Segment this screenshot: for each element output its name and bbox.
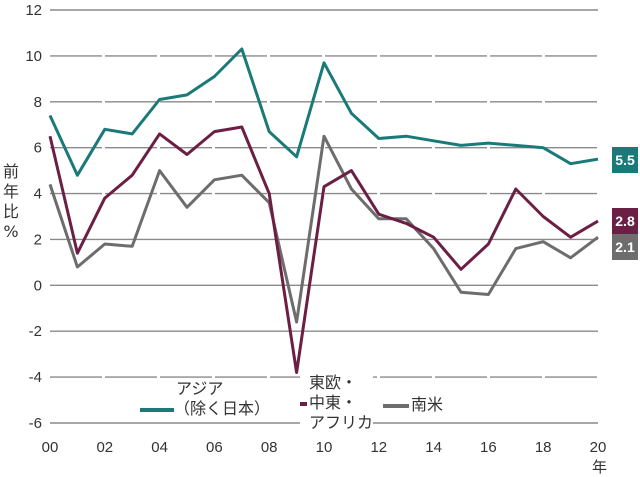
y-tick-label: 4 [34,186,42,203]
x-tick-label: 06 [206,439,223,456]
end-label-latam: 2.1 [612,234,638,260]
y-tick-label: 6 [34,140,42,157]
y-tick-label: 0 [34,277,42,294]
x-tick-label: 04 [151,439,168,456]
y-tick-label: -6 [29,415,42,432]
x-tick-label: 08 [261,439,278,456]
y-axis-label: 前 年 比 % [2,162,20,242]
gridlines [50,9,598,424]
x-tick-label: 18 [535,439,552,456]
x-tick-label: 10 [316,439,333,456]
x-tick-label: 16 [480,439,497,456]
y-label-char: 年 [2,182,19,201]
y-tick-label: 8 [34,94,42,111]
x-tick-label: 00 [42,439,59,456]
series-line [48,47,599,177]
series-line [48,125,599,374]
legend-asia-line2: （除く日本） [174,399,271,418]
x-axis-ticks: 00 02 04 06 08 10 12 14 16 18 20 [42,439,607,456]
legend-emea-line3: アフリカ [309,413,374,432]
y-label-char: % [3,222,19,241]
legend-emea-line2: 中東・ [309,393,358,412]
series-line [48,134,599,324]
series-lines [48,47,599,374]
x-tick-label: 02 [96,439,113,456]
legend-asia-line1: アジア [176,379,224,398]
x-tick-label: 14 [425,439,442,456]
x-axis-unit: 年 [592,458,608,476]
end-label-emea: 2.8 [612,208,638,234]
legend-swatch-asia [140,407,174,412]
legend-latam-label: 南米 [411,395,444,414]
end-label-asia: 5.5 [612,147,638,173]
legend-latam: 南米 [383,395,444,415]
y-label-char: 前 [2,162,19,181]
y-tick-label: -4 [29,369,42,386]
y-tick-label: 10 [25,48,42,65]
y-axis-ticks: 12 10 8 6 4 2 0 -2 -4 -6 [25,2,42,432]
y-tick-label: -2 [29,323,42,340]
legend-asia: アジア （除く日本） [140,379,271,419]
legend-emea: 東欧・ 中東・ アフリカ [300,373,374,433]
x-tick-label: 12 [370,439,387,456]
y-label-char: 比 [2,202,19,221]
legend-swatch-latam [383,403,409,408]
legend-emea-line1: 東欧・ [309,373,358,392]
x-tick-label: 20 [590,439,607,456]
legend-swatch-emea [300,401,307,406]
y-tick-label: 2 [34,231,42,248]
y-tick-label: 12 [25,2,42,19]
